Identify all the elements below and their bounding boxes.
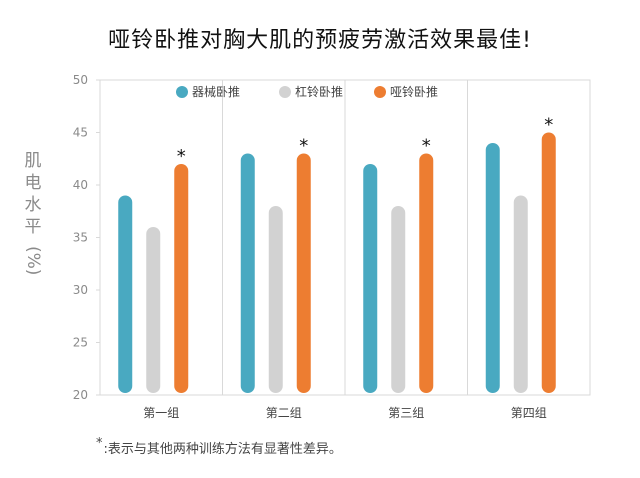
y-tick-label: 20 [73,388,88,402]
y-axis-label-char: 电 [24,173,42,193]
chart-title: 哑铃卧推对胸大肌的预疲劳激活效果最佳! [108,28,532,53]
x-tick-label: 第四组 [511,406,547,420]
x-tick-label: 第一组 [143,406,179,420]
bar-1 [240,153,255,393]
bar-3 [296,153,311,393]
legend-label: 杠铃卧推 [295,84,343,99]
bar-1 [363,164,378,393]
footnote-marker: * [96,436,103,451]
legend-swatch [279,86,291,98]
legend-swatch [176,86,188,98]
y-tick-label: 50 [73,73,88,87]
y-tick-label: 25 [73,336,88,350]
legend-swatch [374,86,386,98]
x-tick-label: 第二组 [266,406,302,420]
bar-1 [118,195,133,393]
bar-3 [541,132,556,393]
significance-marker: * [299,136,308,157]
y-tick-label: 35 [73,231,88,245]
legend-label: 器械卧推 [192,84,240,99]
y-axis-label-char: 肌 [24,151,42,171]
significance-marker: * [422,136,431,157]
bar-3 [419,153,434,393]
legend-label: 哑铃卧推 [390,84,438,99]
bar-2 [513,195,528,393]
bar-1 [485,143,500,393]
significance-marker: * [544,115,553,136]
y-tick-label: 45 [73,126,88,140]
footnote: *:表示与其他两种训练方法有显著性差异。 [96,436,342,457]
x-tick-label: 第三组 [388,406,424,420]
bar-3 [174,164,189,393]
y-tick-label: 40 [73,178,88,192]
bar-2 [268,206,283,393]
y-axis-label: 肌电水平 (%) [20,150,46,275]
y-tick-label: 30 [73,283,88,297]
significance-marker: * [177,146,186,167]
y-axis-label-char: 平 [24,217,42,237]
bar-2 [391,206,406,393]
footnote-text: :表示与其他两种训练方法有显著性差异。 [103,442,342,457]
y-axis-label-char: 水 [24,195,42,215]
bar-2 [146,227,161,393]
